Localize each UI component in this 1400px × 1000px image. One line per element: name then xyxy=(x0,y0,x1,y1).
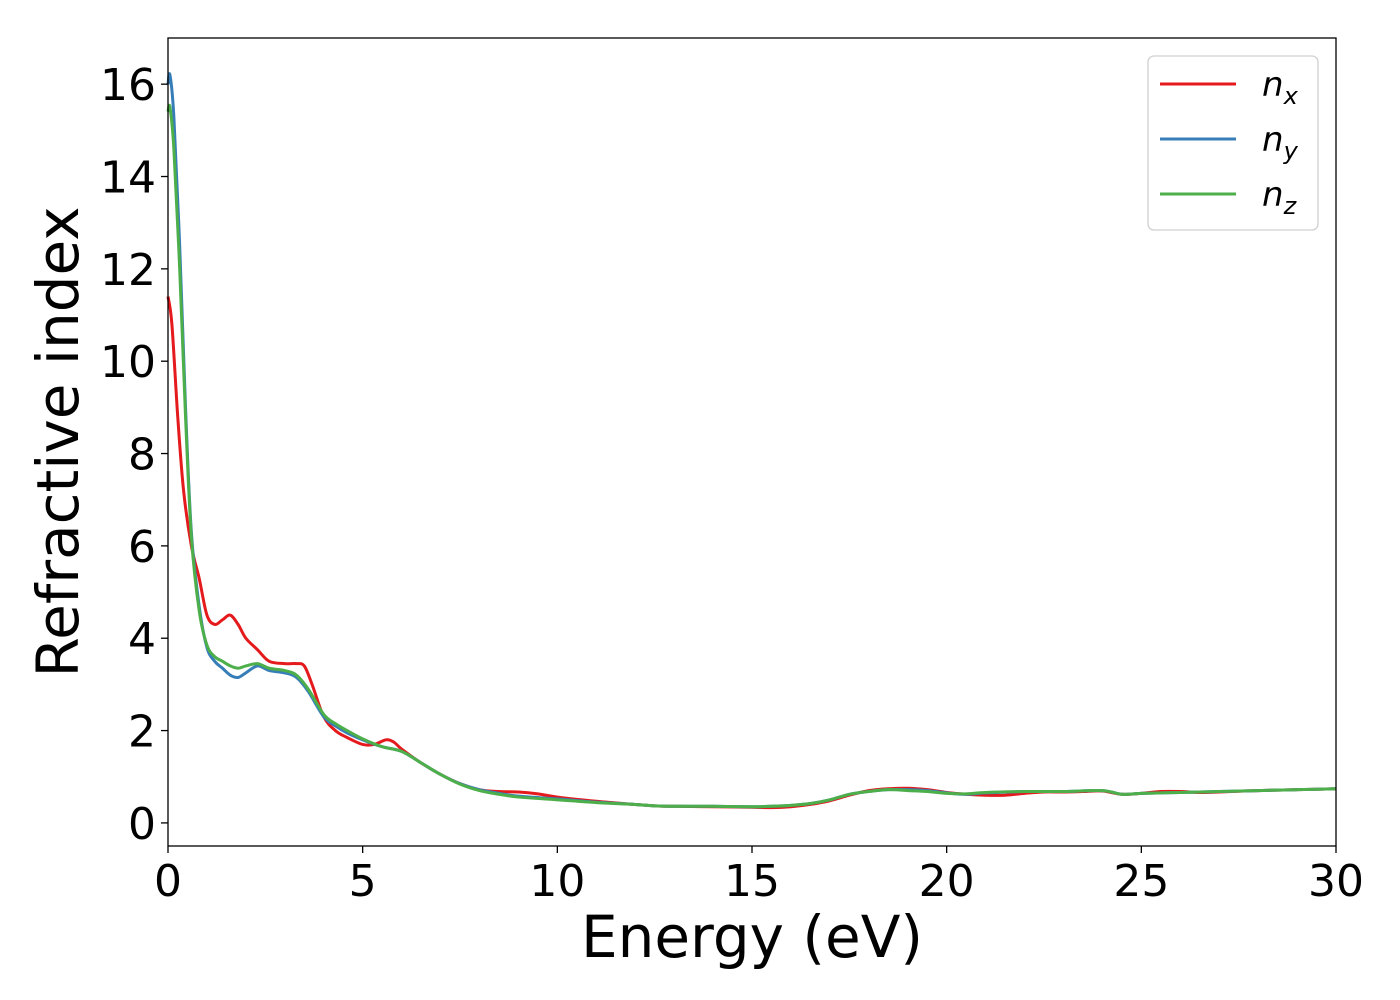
series-line-nz xyxy=(166,103,1337,809)
x-tick-label: 25 xyxy=(1113,856,1169,907)
y-tick-label: 4 xyxy=(128,614,156,665)
legend-box xyxy=(1147,55,1319,231)
x-axis-ticks: 0 5 10 15 20 25 30 xyxy=(154,846,1364,907)
x-tick-label: 30 xyxy=(1308,856,1364,907)
legend-label-nz: nz xyxy=(1262,175,1298,220)
legend-label-ny: ny xyxy=(1262,120,1299,165)
y-axis-title: Refractive index xyxy=(24,206,92,677)
y-tick-label: 6 xyxy=(128,522,156,573)
series-layer xyxy=(166,72,1337,810)
x-tick-label: 20 xyxy=(919,856,975,907)
y-tick-label: 16 xyxy=(100,60,156,111)
x-tick-label: 10 xyxy=(529,856,585,907)
y-tick-label: 12 xyxy=(100,245,156,296)
y-axis-ticks: 0 2 4 6 8 10 12 14 16 xyxy=(100,60,168,850)
x-tick-label: 5 xyxy=(349,856,377,907)
x-tick-label: 15 xyxy=(724,856,780,907)
y-tick-label: 8 xyxy=(128,430,156,481)
y-tick-label: 2 xyxy=(128,707,156,758)
y-tick-label: 10 xyxy=(100,337,156,388)
y-tick-label: 14 xyxy=(100,153,156,204)
x-tick-label: 0 xyxy=(154,856,182,907)
legend-label-nx: nx xyxy=(1262,65,1299,110)
legend: nx ny nz xyxy=(1147,55,1319,231)
x-axis-title: Energy (eV) xyxy=(581,903,923,971)
y-tick-label: 0 xyxy=(128,799,156,850)
